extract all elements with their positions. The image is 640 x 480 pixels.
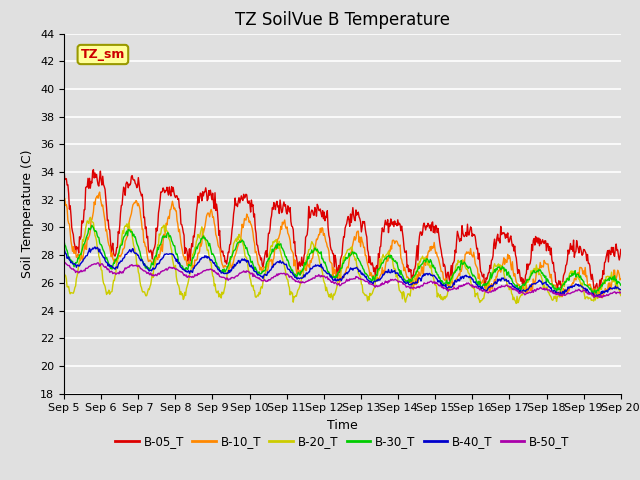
B-30_T [428, 258, 435, 264]
B-40_T [617, 287, 625, 292]
Line: B-50_T: B-50_T [64, 262, 621, 298]
Line: B-05_T: B-05_T [64, 169, 621, 298]
B-40_T [214, 267, 222, 273]
B-30_T [185, 262, 193, 267]
B-10_T [594, 296, 602, 301]
B-50_T [214, 272, 221, 277]
B-40_T [70, 261, 78, 267]
B-05_T [410, 266, 418, 272]
B-30_T [88, 222, 96, 228]
B-50_T [127, 262, 135, 267]
B-50_T [426, 278, 434, 284]
B-10_T [411, 282, 419, 288]
B-40_T [428, 273, 435, 278]
B-10_T [428, 247, 435, 253]
Text: TZ_sm: TZ_sm [81, 48, 125, 61]
B-20_T [513, 300, 520, 306]
Y-axis label: Soil Temperature (C): Soil Temperature (C) [22, 149, 35, 278]
B-30_T [70, 264, 78, 270]
B-50_T [617, 289, 625, 295]
Title: TZ SoilVue B Temperature: TZ SoilVue B Temperature [235, 11, 450, 29]
B-40_T [128, 247, 136, 252]
B-20_T [411, 275, 419, 280]
Line: B-20_T: B-20_T [64, 217, 621, 303]
B-20_T [185, 277, 193, 283]
B-10_T [128, 206, 136, 212]
B-50_T [598, 295, 605, 300]
B-50_T [60, 259, 68, 265]
B-30_T [60, 238, 68, 243]
B-10_T [96, 189, 104, 195]
B-20_T [617, 293, 625, 299]
B-40_T [411, 281, 419, 287]
B-40_T [91, 244, 99, 250]
Line: B-40_T: B-40_T [64, 247, 621, 297]
B-20_T [428, 262, 435, 268]
B-05_T [60, 167, 68, 172]
B-30_T [214, 264, 222, 270]
B-10_T [185, 258, 193, 264]
B-20_T [214, 288, 222, 294]
B-30_T [128, 229, 136, 235]
B-50_T [70, 267, 78, 273]
Line: B-30_T: B-30_T [64, 225, 621, 293]
Legend: B-05_T, B-10_T, B-20_T, B-30_T, B-40_T, B-50_T: B-05_T, B-10_T, B-20_T, B-30_T, B-40_T, … [111, 430, 574, 453]
B-05_T [426, 222, 434, 228]
B-20_T [128, 233, 136, 239]
B-40_T [591, 294, 598, 300]
B-50_T [184, 274, 192, 280]
B-10_T [60, 197, 68, 203]
B-40_T [60, 246, 68, 252]
B-05_T [70, 240, 78, 245]
B-20_T [60, 270, 68, 276]
B-30_T [592, 290, 600, 296]
Line: B-10_T: B-10_T [64, 192, 621, 299]
B-30_T [411, 272, 419, 278]
B-30_T [617, 282, 625, 288]
X-axis label: Time: Time [327, 419, 358, 432]
B-10_T [617, 276, 625, 282]
B-40_T [185, 268, 193, 274]
B-05_T [184, 258, 192, 264]
B-05_T [214, 207, 221, 213]
B-05_T [127, 174, 135, 180]
B-10_T [70, 251, 78, 256]
B-20_T [70, 288, 78, 294]
B-50_T [410, 285, 418, 290]
B-05_T [591, 295, 598, 301]
B-20_T [86, 215, 94, 220]
B-05_T [617, 247, 625, 252]
B-10_T [214, 243, 222, 249]
